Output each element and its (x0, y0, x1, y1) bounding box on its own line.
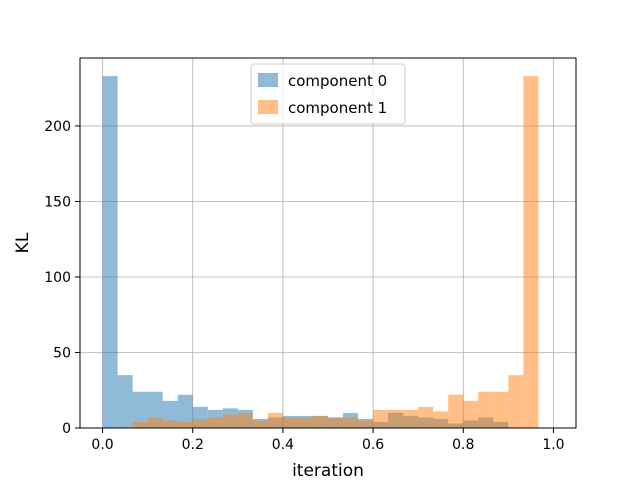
bar-1-8 (222, 414, 238, 428)
x-axis-label: iteration (292, 461, 364, 480)
bar-1-3 (147, 417, 163, 428)
bar-1-18 (373, 409, 389, 428)
y-tick-label-3: 150 (44, 194, 71, 210)
y-tick-label-0: 0 (62, 421, 71, 437)
plot-frame (79, 57, 577, 429)
series-component-1-bars (132, 76, 539, 429)
bar-1-25 (478, 391, 494, 428)
bar-1-21 (418, 406, 434, 428)
bar-1-10 (252, 420, 268, 428)
legend-swatch-component-0 (258, 73, 278, 87)
bar-1-26 (493, 391, 509, 428)
x-tick-label-5: 1.0 (542, 437, 564, 453)
y-axis-ticks: 0 50 100 150 200 (44, 119, 80, 437)
bar-1-23 (448, 394, 464, 428)
bar-1-19 (388, 409, 404, 428)
x-tick-label-4: 0.8 (452, 437, 474, 453)
bar-1-13 (297, 417, 313, 428)
x-axis-ticks: 0.0 0.2 0.4 0.6 0.8 1.0 (91, 428, 565, 453)
legend: component 0 component 1 (250, 63, 406, 125)
x-tick-label-1: 0.2 (182, 437, 204, 453)
y-axis-label: KL (13, 232, 33, 253)
bar-1-20 (403, 409, 419, 428)
bar-1-6 (192, 418, 208, 428)
x-tick-label-2: 0.4 (272, 437, 294, 453)
bar-1-17 (358, 420, 374, 428)
bar-0-0 (102, 76, 118, 429)
bar-1-22 (433, 411, 449, 428)
bar-1-24 (463, 400, 479, 428)
legend-swatch-component-1 (258, 100, 278, 114)
bar-1-16 (343, 417, 359, 428)
bar-1-5 (177, 421, 193, 428)
bar-1-28 (523, 76, 539, 429)
legend-entry-component-0: component 0 (288, 72, 387, 90)
y-tick-label-2: 100 (44, 270, 71, 286)
bar-1-9 (237, 412, 253, 428)
bar-1-12 (282, 417, 298, 428)
bar-0-5 (177, 394, 193, 428)
legend-entry-component-1: component 1 (288, 99, 387, 117)
bar-1-14 (312, 415, 328, 428)
legend-box (250, 63, 406, 125)
x-tick-label-0: 0.0 (91, 437, 113, 453)
bar-1-11 (267, 412, 283, 428)
bar-1-15 (328, 417, 344, 428)
bar-1-4 (162, 420, 178, 428)
y-tick-label-4: 200 (44, 119, 71, 135)
bar-0-1 (117, 375, 133, 428)
x-tick-label-3: 0.6 (362, 437, 384, 453)
y-tick-label-1: 50 (53, 345, 71, 361)
bar-1-7 (207, 417, 223, 428)
bar-1-2 (132, 421, 148, 428)
bar-0-2 (132, 391, 148, 428)
bar-1-27 (508, 375, 524, 428)
